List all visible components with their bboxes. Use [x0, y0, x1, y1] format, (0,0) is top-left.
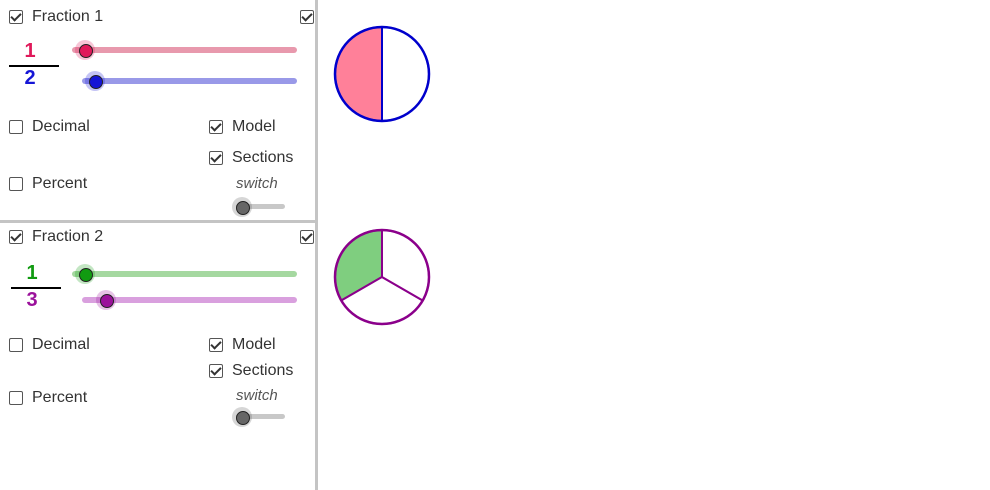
- fraction1-denominator: 2: [24, 67, 36, 89]
- fraction1-numerator: 1: [24, 40, 36, 62]
- switch-knob[interactable]: [236, 411, 250, 425]
- fraction1-model-label: Model: [232, 118, 276, 135]
- fraction2-visibility-checkbox[interactable]: [300, 230, 314, 244]
- fraction2-denominator: 3: [26, 289, 38, 311]
- fraction2-decimal-checkbox[interactable]: [9, 338, 23, 352]
- fraction2-percent-checkbox[interactable]: [9, 391, 23, 405]
- fraction1-visibility-checkbox[interactable]: [300, 10, 314, 24]
- slider-track[interactable]: [72, 47, 297, 53]
- fraction1-circle-model: [333, 25, 431, 123]
- panel-divider: [315, 0, 318, 490]
- fraction1-sections-checkbox[interactable]: [209, 151, 223, 165]
- slider-track[interactable]: [72, 271, 297, 277]
- empty-section: [381, 25, 430, 123]
- fraction2-label: Fraction 2: [32, 228, 104, 245]
- fraction2-percent-label: Percent: [32, 389, 88, 406]
- slider-track[interactable]: [82, 297, 297, 303]
- fraction1-decimal-label: Decimal: [32, 118, 90, 135]
- fraction2-model-checkbox[interactable]: [209, 338, 223, 352]
- fraction1-percent-checkbox[interactable]: [9, 177, 23, 191]
- slider-track[interactable]: [82, 78, 297, 84]
- circle-outline: [333, 228, 431, 326]
- fraction2-decimal-label: Decimal: [32, 336, 90, 353]
- fraction1-checkbox[interactable]: [9, 10, 23, 24]
- fraction1-decimal-checkbox[interactable]: [9, 120, 23, 134]
- filled-section: [334, 25, 383, 123]
- fraction2-sections-checkbox[interactable]: [209, 364, 223, 378]
- fraction1-model-checkbox[interactable]: [209, 120, 223, 134]
- switch-track[interactable]: [236, 204, 285, 209]
- slider-knob[interactable]: [100, 294, 114, 308]
- fraction1-switch-label: switch: [236, 175, 278, 192]
- fraction2-sections-label: Sections: [232, 362, 294, 379]
- fraction2-circle-model: [333, 228, 431, 326]
- fraction1-sections-label: Sections: [232, 149, 294, 166]
- fraction1-percent-label: Percent: [32, 175, 88, 192]
- fraction1-label: Fraction 1: [32, 8, 104, 25]
- fraction2-model-label: Model: [232, 336, 276, 353]
- slider-knob[interactable]: [79, 268, 93, 282]
- section-divider: [0, 220, 315, 223]
- switch-knob[interactable]: [236, 201, 250, 215]
- slider-knob[interactable]: [89, 75, 103, 89]
- fraction2-bar: [11, 287, 61, 289]
- circle-outline: [333, 25, 431, 123]
- fraction1-bar: [9, 65, 59, 67]
- fraction2-switch-label: switch: [236, 387, 278, 404]
- slider-knob[interactable]: [79, 44, 93, 58]
- fraction2-numerator: 1: [26, 262, 38, 284]
- fraction2-checkbox[interactable]: [9, 230, 23, 244]
- switch-track[interactable]: [236, 414, 285, 419]
